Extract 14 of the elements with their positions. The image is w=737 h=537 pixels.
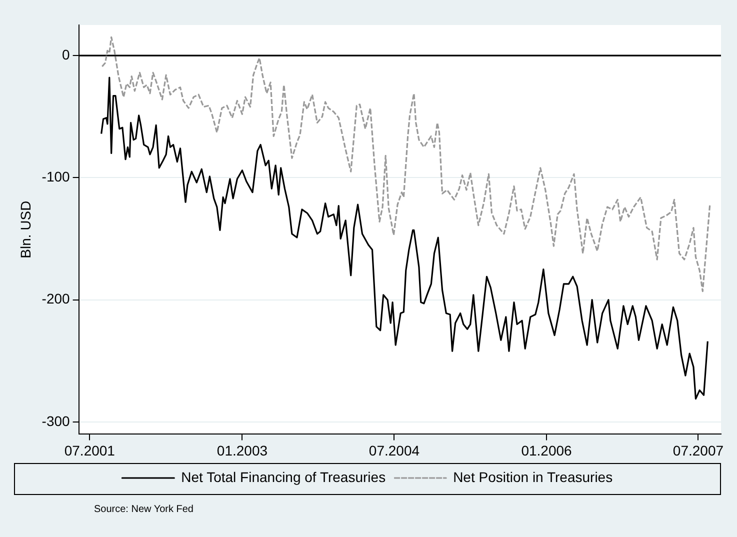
source-note: Source: New York Fed [94, 504, 194, 515]
y-tick-label: -100 [42, 168, 70, 185]
y-tick-label: -300 [42, 412, 70, 429]
legend-label: Net Total Financing of Treasuries [181, 468, 386, 485]
line-series [101, 36, 711, 292]
y-tick-label: 0 [62, 46, 70, 62]
y-tick-label: -200 [42, 290, 70, 307]
legend-label: Net Position in Treasuries [453, 468, 613, 485]
x-tick-label: 07.2001 [64, 442, 116, 458]
x-tick-label: 01.2003 [216, 442, 268, 458]
x-tick-label: 07.2007 [672, 442, 724, 458]
x-tick-label: 07.2004 [368, 442, 420, 458]
x-tick-label: 01.2006 [521, 442, 572, 458]
y-axis-title: Bln. USD [17, 200, 34, 258]
